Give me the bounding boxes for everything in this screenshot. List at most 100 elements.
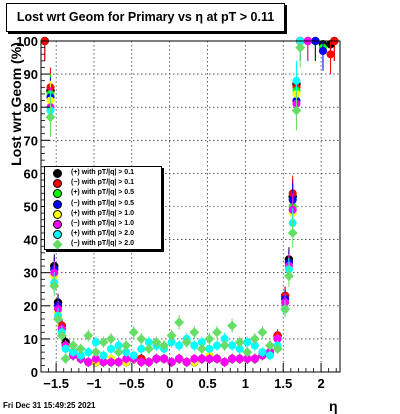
data-point bbox=[257, 327, 268, 338]
legend-marker bbox=[53, 209, 62, 219]
legend-marker bbox=[53, 230, 62, 240]
data-point bbox=[283, 271, 294, 281]
data-point bbox=[272, 343, 283, 354]
data-point bbox=[166, 330, 177, 341]
data-point bbox=[152, 354, 161, 363]
data-point bbox=[84, 348, 93, 357]
y-tick-label: 60 bbox=[24, 166, 38, 181]
data-point bbox=[84, 358, 93, 367]
data-point bbox=[212, 327, 222, 338]
data-point bbox=[122, 348, 131, 357]
legend-marker bbox=[53, 220, 62, 229]
data-point bbox=[242, 347, 253, 358]
legend-marker bbox=[52, 239, 63, 250]
data-point bbox=[258, 348, 267, 357]
data-point bbox=[189, 327, 200, 338]
data-point bbox=[107, 344, 116, 353]
y-tick-label: 70 bbox=[24, 133, 38, 148]
legend-label: (−) with pT/|q| > 2.0 bbox=[71, 240, 135, 248]
data-point bbox=[182, 358, 191, 367]
data-point bbox=[197, 354, 206, 363]
legend-entry: (−) with pT/|q| > 0.1 bbox=[45, 179, 161, 189]
data-point bbox=[167, 358, 176, 367]
data-point bbox=[326, 50, 335, 59]
legend-entry: (+) with pT/|q| > 2.0 bbox=[45, 230, 161, 240]
data-point bbox=[61, 344, 70, 353]
data-point bbox=[243, 354, 252, 363]
y-tick-label: 30 bbox=[24, 266, 38, 281]
data-point bbox=[228, 341, 237, 350]
legend: (+) with pT/|q| > 0.1 (−) with pT/|q| > 0… bbox=[44, 166, 162, 250]
data-point bbox=[196, 343, 207, 354]
data-point bbox=[265, 340, 275, 351]
data-point bbox=[249, 333, 260, 344]
chart-title: Lost wrt Geom for Primary vs η at pT > 0… bbox=[6, 3, 285, 32]
data-point bbox=[273, 334, 282, 343]
data-point bbox=[128, 327, 139, 338]
data-point bbox=[235, 354, 244, 363]
data-point bbox=[114, 358, 123, 367]
data-points bbox=[40, 36, 339, 368]
data-point bbox=[234, 337, 245, 348]
data-point bbox=[318, 46, 327, 55]
y-tick-label: 40 bbox=[24, 233, 38, 248]
data-point bbox=[99, 351, 108, 360]
y-tick-label: 80 bbox=[24, 100, 38, 115]
legend-label: (−) with pT/|q| > 0.1 bbox=[71, 179, 135, 187]
x-tick-label: −1.5 bbox=[43, 376, 69, 391]
data-point bbox=[287, 228, 298, 238]
legend-entry: (+) with pT/|q| > 0.1 bbox=[45, 169, 161, 179]
data-point bbox=[144, 358, 153, 367]
legend-entry: (+) with pT/|q| > 0.5 bbox=[45, 189, 161, 199]
legend-entry: (+) with pT/|q| > 1.0 bbox=[45, 209, 161, 220]
x-tick-label: −0.5 bbox=[119, 376, 145, 391]
data-point bbox=[220, 334, 229, 343]
data-point bbox=[243, 338, 252, 347]
legend-marker bbox=[53, 179, 62, 189]
x-tick-label: 1.5 bbox=[274, 376, 292, 391]
data-point bbox=[220, 358, 229, 367]
y-tick-label: 10 bbox=[24, 332, 38, 347]
y-tick-label: 90 bbox=[24, 67, 38, 82]
data-point bbox=[69, 348, 78, 357]
data-point bbox=[250, 354, 259, 363]
x-tick-label: −1 bbox=[87, 376, 102, 391]
data-point bbox=[212, 354, 221, 363]
data-point bbox=[129, 351, 138, 360]
legend-marker bbox=[53, 169, 62, 178]
data-point bbox=[99, 358, 108, 367]
data-point bbox=[91, 354, 100, 363]
data-point bbox=[159, 340, 169, 351]
data-point bbox=[114, 341, 123, 350]
legend-marker bbox=[53, 199, 62, 209]
y-axis-label: Lost wrt Geom (%) bbox=[8, 42, 24, 166]
data-point bbox=[265, 351, 274, 360]
data-point bbox=[292, 76, 301, 85]
x-tick-label: 2 bbox=[317, 376, 324, 391]
data-point bbox=[235, 344, 244, 353]
legend-label: (+) with pT/|q| > 1.0 bbox=[71, 209, 135, 217]
y-tick-label: 0 bbox=[31, 365, 38, 380]
y-tick-label: 100 bbox=[16, 34, 38, 49]
data-point bbox=[91, 338, 100, 347]
data-point bbox=[219, 340, 230, 351]
data-point bbox=[250, 341, 259, 350]
data-point bbox=[205, 344, 214, 353]
legend-label: (+) with pT/|q| > 2.0 bbox=[71, 230, 135, 238]
y-tick-label: 50 bbox=[24, 200, 38, 215]
data-point bbox=[45, 112, 56, 123]
legend-entry: (−) with pT/|q| > 0.5 bbox=[45, 199, 161, 210]
data-point bbox=[144, 338, 153, 347]
data-point bbox=[190, 354, 199, 363]
legend-label: (+) with pT/|q| > 0.5 bbox=[71, 189, 135, 197]
data-point bbox=[204, 333, 215, 344]
data-point bbox=[228, 354, 237, 363]
data-point bbox=[181, 337, 192, 348]
legend-label: (+) with pT/|q| > 0.1 bbox=[71, 169, 135, 176]
axes: 0 10 20 30 40 50 60 70 80 90 100 −1.5 −1 −0.5 0 0.5 1 1.5… bbox=[16, 34, 337, 391]
data-point bbox=[122, 354, 131, 363]
x-axis-label: η bbox=[329, 398, 338, 414]
data-point bbox=[175, 354, 184, 363]
data-point bbox=[143, 343, 154, 354]
